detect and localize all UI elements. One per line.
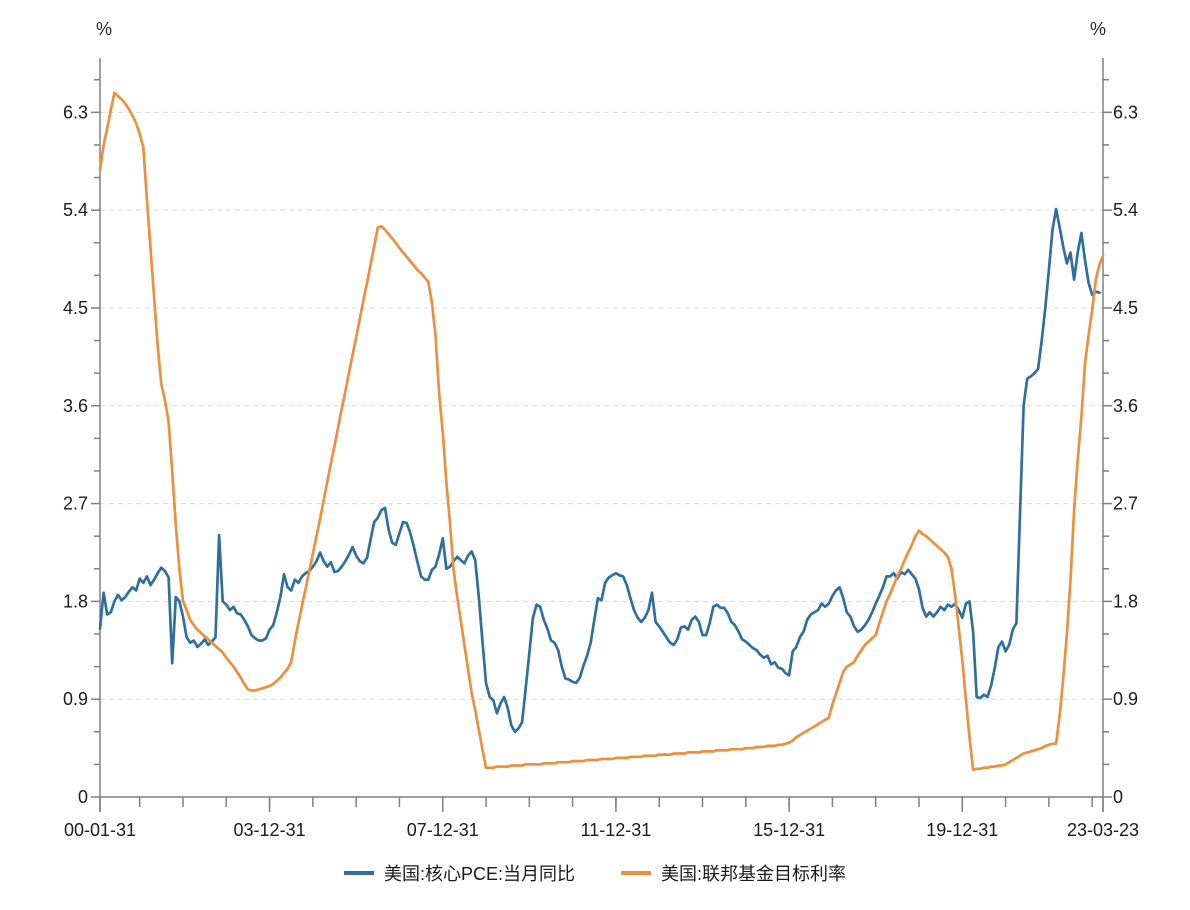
- y-axis-label-right: 0: [1113, 787, 1123, 807]
- legend-swatch-core-pce: [343, 871, 374, 875]
- y-axis-label-left: 6.3: [63, 102, 88, 122]
- y-axis-unit-right: %: [1089, 19, 1106, 39]
- x-axis-label: 03-12-31: [234, 820, 306, 840]
- y-axis-label-left: 0: [78, 787, 88, 807]
- y-axis-label-right: 1.8: [1113, 591, 1138, 611]
- y-axis-label-right: 6.3: [1113, 102, 1138, 122]
- legend-label-core-pce: 美国:核心PCE:当月同比: [383, 864, 575, 884]
- y-axis-label-left: 3.6: [63, 396, 88, 416]
- y-axis-label-right: 0.9: [1113, 689, 1138, 709]
- legend-label-fed-funds: 美国:联邦基金目标利率: [661, 864, 846, 884]
- x-axis-label: 11-12-31: [581, 820, 652, 840]
- series-line-fed-funds: [98, 91, 1105, 772]
- x-axis-label: 23-03-23: [1067, 820, 1139, 840]
- series-line-core-pce: [98, 207, 1101, 734]
- y-axis-label-left: 4.5: [63, 298, 88, 318]
- legend-swatch-fed-funds: [621, 871, 651, 875]
- x-axis-label: 19-12-31: [926, 820, 998, 840]
- y-axis-label-left: 1.8: [63, 591, 88, 611]
- y-axis-unit-left: %: [95, 19, 112, 39]
- y-axis-label-right: 3.6: [1113, 396, 1138, 416]
- x-axis-label: 15-12-31: [753, 820, 825, 840]
- legend-item-core-pce: 美国:核心PCE:当月同比: [343, 860, 575, 886]
- x-axis-label: 00-01-31: [64, 820, 136, 840]
- x-axis-label: 07-12-31: [407, 820, 479, 840]
- y-axis-label-right: 2.7: [1113, 494, 1138, 514]
- y-axis-label-left: 2.7: [63, 494, 88, 514]
- legend-item-fed-funds: 美国:联邦基金目标利率: [621, 860, 846, 886]
- y-axis-label-left: 0.9: [63, 689, 88, 709]
- y-axis-label-right: 4.5: [1113, 298, 1138, 318]
- y-axis-label-left: 5.4: [63, 200, 88, 220]
- legend: 美国:核心PCE:当月同比 美国:联邦基金目标利率: [0, 860, 1190, 886]
- y-axis-label-right: 5.4: [1113, 200, 1138, 220]
